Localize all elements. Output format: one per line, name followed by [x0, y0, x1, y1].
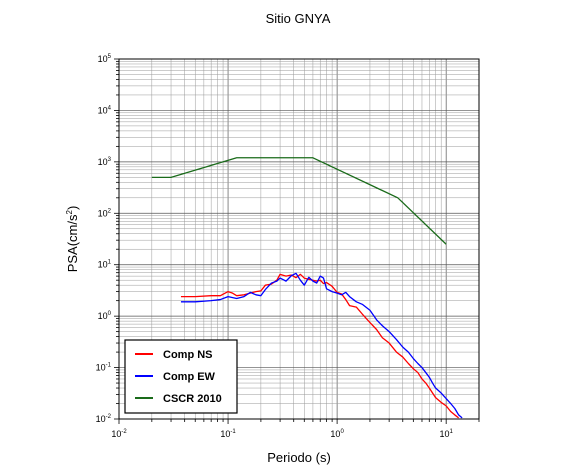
- x-axis-label: Periodo (s): [267, 450, 331, 465]
- y-axis-label-base: PSA(cm/s: [65, 214, 80, 272]
- series-comp-ew: [180, 272, 463, 419]
- x-tick-label: 100: [330, 429, 344, 439]
- x-tick-label: 10-1: [220, 429, 236, 439]
- series-lines: [151, 157, 463, 419]
- y-tick-label: 103: [98, 157, 112, 167]
- y-tick-label: 10-1: [96, 363, 112, 373]
- chart-title: Sitio GNYA: [266, 11, 331, 26]
- legend: Comp NS Comp EW CSCR 2010: [124, 339, 238, 414]
- plot-frame: [118, 58, 480, 420]
- y-axis-label-exp: 2: [65, 210, 74, 215]
- y-tick-label: 104: [98, 105, 112, 115]
- y-tick-label: 101: [98, 260, 112, 270]
- x-tick-label: 101: [439, 429, 453, 439]
- y-axis-label-close: ): [65, 206, 80, 210]
- series-comp-ns: [180, 273, 460, 419]
- legend-label-ew: Comp EW: [163, 371, 216, 383]
- x-tick-label: 10-2: [111, 429, 127, 439]
- y-tick-label: 10-2: [96, 414, 112, 424]
- series-cscr-2010: [151, 157, 447, 245]
- legend-label-ns: Comp NS: [163, 349, 213, 361]
- y-tick-label: 100: [98, 311, 112, 321]
- y-tick-label: 102: [98, 208, 112, 218]
- legend-label-cscr: CSCR 2010: [163, 393, 222, 405]
- y-axis-label: PSA(cm/s2): [65, 206, 80, 273]
- y-tick-label: 105: [98, 54, 112, 64]
- tick-labels: 10-2 10-1 100 101 10-2 10-1 100 101 102 103 104 105: [96, 54, 480, 439]
